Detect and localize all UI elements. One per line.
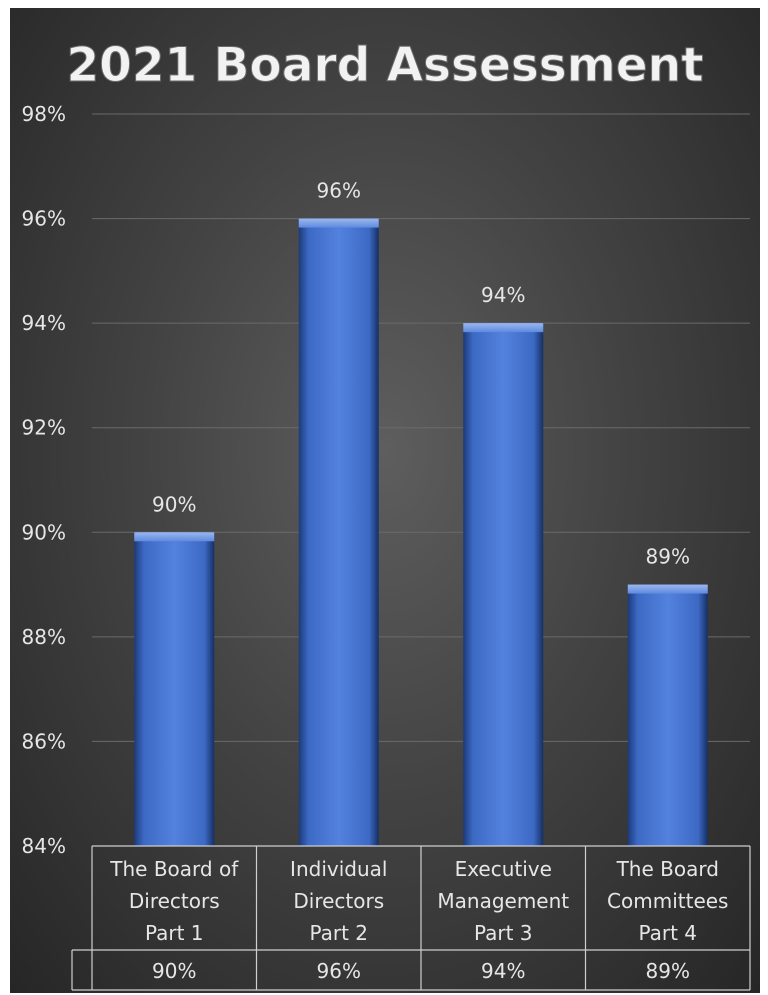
category-label: Part 4: [638, 921, 697, 945]
y-tick-label: 88%: [22, 625, 66, 649]
category-label: Part 3: [474, 921, 533, 945]
data-label: 96%: [317, 179, 361, 203]
table-value: 90%: [152, 959, 196, 983]
bar-body: [627, 584, 708, 846]
bar-chart: 2021 Board Assessment 84% 86% 88% 90% 92% 94%…: [22, 38, 751, 991]
table-value: 96%: [317, 959, 361, 983]
bar: [298, 218, 379, 847]
category-label: Part 1: [145, 921, 204, 945]
bar: [627, 584, 708, 846]
bar: [463, 323, 544, 847]
bars: [134, 218, 708, 847]
category-label: Management: [437, 889, 569, 913]
bar: [134, 532, 215, 846]
category-label: Executive: [455, 857, 552, 881]
bar-top: [298, 218, 379, 228]
category-label: Directors: [293, 889, 384, 913]
bar-body: [298, 218, 379, 847]
bar-top: [463, 323, 544, 333]
data-label: 90%: [152, 492, 196, 516]
bar-body: [463, 323, 544, 847]
chart-area: 2021 Board Assessment 84% 86% 88% 90% 92% 94%…: [10, 8, 760, 993]
data-label: 89%: [646, 545, 690, 569]
data-table: The Board of Directors Part 1 90% Individual…: [71, 845, 751, 991]
category-label: The Board of: [109, 857, 239, 881]
y-tick-label: 86%: [22, 729, 66, 753]
bar-body: [134, 532, 215, 846]
y-tick-label: 96%: [22, 207, 66, 231]
bar-top: [627, 584, 708, 594]
y-axis: 84% 86% 88% 90% 92% 94% 96% 98%: [22, 102, 66, 858]
y-tick-label: 90%: [22, 520, 66, 544]
bar-top: [134, 532, 215, 542]
y-tick-label: 84%: [22, 834, 66, 858]
data-label: 94%: [481, 283, 525, 307]
category-label: The Board: [616, 857, 719, 881]
category-label: Directors: [129, 889, 220, 913]
chart-title: 2021 Board Assessment: [66, 38, 703, 93]
y-tick-label: 94%: [22, 311, 66, 335]
category-label: Individual: [290, 857, 387, 881]
data-labels: 90% 96% 94% 89%: [152, 179, 690, 569]
table-value: 94%: [481, 959, 525, 983]
y-tick-label: 98%: [22, 102, 66, 126]
category-label: Part 2: [309, 921, 368, 945]
category-label: Committees: [607, 889, 728, 913]
table-value: 89%: [646, 959, 690, 983]
y-tick-label: 92%: [22, 416, 66, 440]
